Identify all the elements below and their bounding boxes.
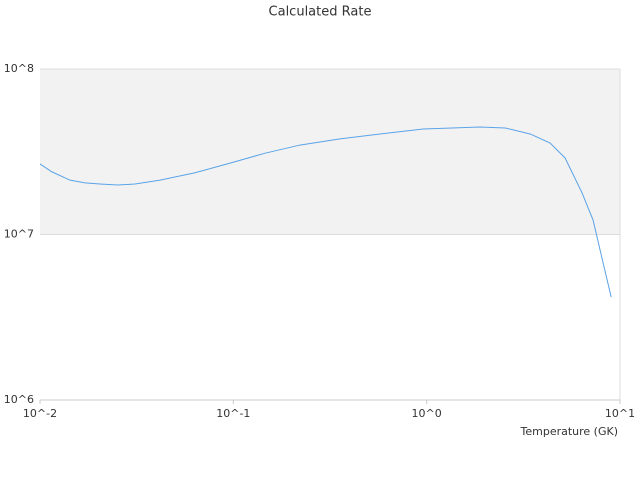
x-axis-label: Temperature (GK) [520, 425, 619, 438]
x-tick-label: 10^0 [412, 407, 442, 420]
x-tick-label: 10^-2 [23, 407, 57, 420]
y-tick-label: 10^7 [4, 228, 34, 241]
chart-title: Calculated Rate [269, 5, 372, 20]
y-tick-label: 10^6 [4, 393, 34, 406]
line-series [39, 126, 612, 298]
x-tick-label: 10^1 [605, 407, 635, 420]
x-tick-label: 10^-1 [216, 407, 250, 420]
y-tick-label: 10^8 [4, 62, 34, 75]
plot-band [40, 69, 620, 235]
